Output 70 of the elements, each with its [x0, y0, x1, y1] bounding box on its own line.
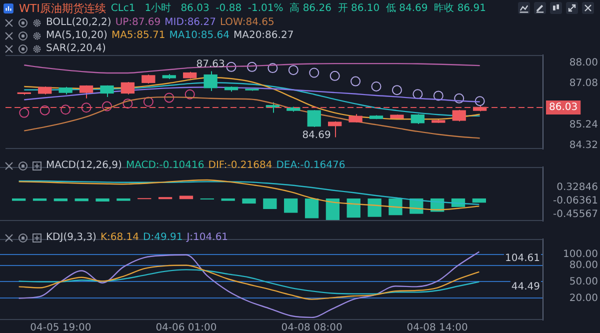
y-tick-label: 100.00 [563, 248, 598, 260]
text: 104.61 [505, 253, 540, 264]
y-tick-label: 80.00 [569, 260, 598, 271]
text: MA(5,10,20) [46, 30, 108, 41]
point [288, 65, 298, 76]
candlestick [410, 114, 425, 125]
point [309, 68, 320, 78]
point [433, 90, 444, 101]
line-series [18, 179, 480, 210]
point [330, 70, 340, 81]
text: LOW:84.65 [220, 17, 274, 28]
y-tick-label: -0.06361 [553, 196, 598, 207]
text: K:68.14 [100, 232, 140, 243]
candlestick [307, 110, 321, 128]
y-tick-label: 85.24 [569, 120, 598, 131]
line-series [18, 264, 480, 300]
chart-title: WTI原油期货连续 [19, 0, 106, 16]
y-tick-label: 84.32 [569, 140, 598, 152]
ref-line-label: 86.03 [549, 102, 578, 114]
point [371, 81, 382, 92]
point [164, 92, 174, 103]
line-series [18, 180, 480, 206]
text: MA20:86.27 [233, 30, 294, 41]
point [350, 76, 361, 86]
point [474, 96, 485, 106]
text: UP:87.69 [115, 17, 161, 28]
point [184, 89, 195, 100]
point [19, 108, 30, 118]
point [454, 93, 464, 104]
line-series [18, 251, 480, 318]
candlestick [204, 70, 218, 92]
text: D:49.91 [143, 232, 183, 243]
point [102, 101, 112, 112]
y-tick-label: 88.00 [569, 57, 598, 68]
chart-subtitle: CLc1 1小时 86.03 -0.88 -1.01% 高 86.26 开 86.10 低 84.69 昨收 86.91 [110, 2, 486, 15]
point [60, 104, 71, 115]
x-tick-label: 04-06 01:00 [156, 322, 217, 333]
point [226, 62, 236, 72]
text: SAR(2,20,4) [46, 43, 106, 54]
x-tick-label: 04-05 19:00 [30, 322, 92, 333]
text: MID:86.27 [164, 17, 216, 28]
text: MA10:85.64 [169, 30, 230, 41]
point [392, 85, 402, 96]
y-tick-label: 87.08 [569, 78, 598, 90]
y-tick-label: 20.00 [569, 292, 598, 304]
point [246, 62, 257, 72]
point [122, 98, 133, 109]
series-label: DIF:-0.21684 [208, 160, 272, 171]
text: MA5:85.71 [111, 30, 166, 41]
text: 44.49 [511, 281, 540, 292]
text: MACD:-0.10416 [126, 160, 204, 171]
annotation: MACD(12,26,9) [46, 160, 122, 171]
series-label: J:104.61 [186, 232, 228, 243]
candlestick [79, 84, 94, 99]
point [143, 96, 154, 107]
point [412, 89, 423, 100]
annotation: KDJ(9,3,3) [46, 232, 96, 243]
y-tick-label: -0.45567 [553, 208, 598, 220]
series-label: DEA:-0.16476 [276, 160, 346, 171]
candlestick [120, 81, 135, 95]
text: BOLL(20,2,2) [46, 17, 112, 28]
point [268, 63, 278, 74]
y-tick-label: 0.32846 [556, 182, 598, 194]
y-tick-label: 50.00 [569, 276, 598, 288]
point [40, 105, 50, 116]
point [81, 102, 92, 113]
line-series [18, 269, 480, 294]
x-tick-label: 04-08 08:00 [281, 322, 342, 333]
annotation: 84.69 [302, 130, 331, 141]
x-tick-label: 04-08 14:00 [406, 322, 468, 333]
